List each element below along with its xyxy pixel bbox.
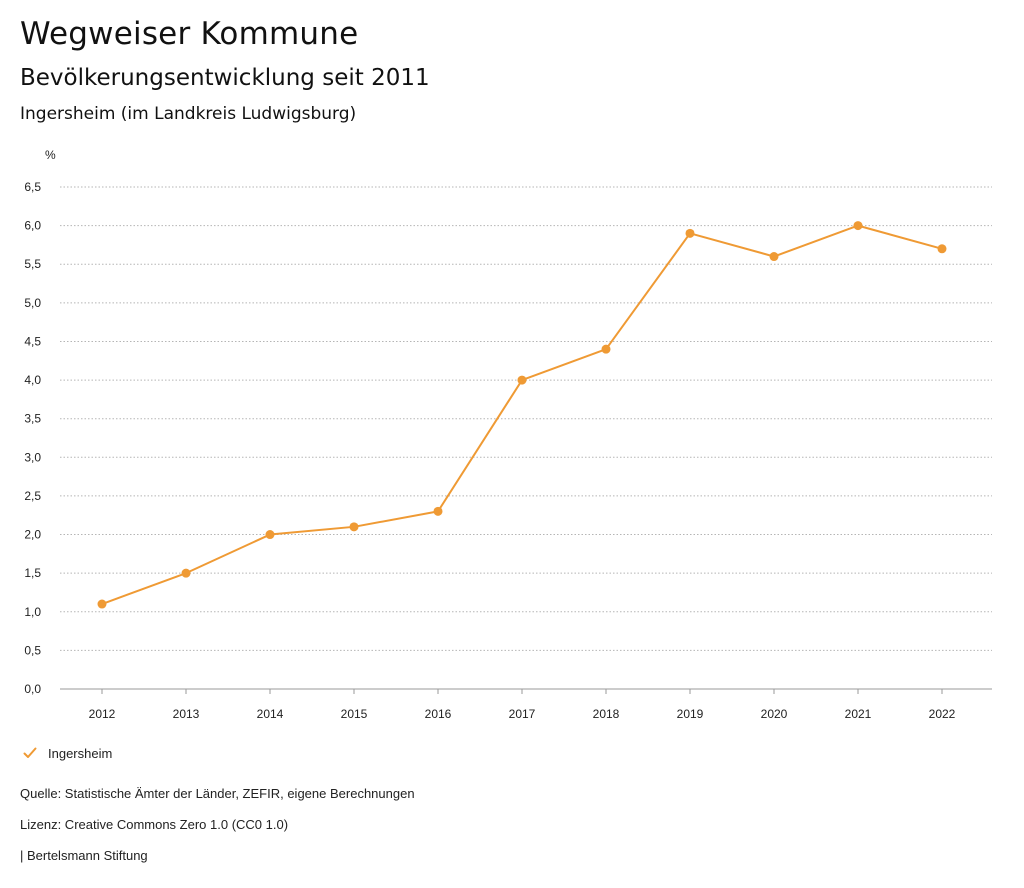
y-axis-unit-label: %	[45, 148, 56, 162]
data-point[interactable]	[265, 530, 275, 540]
x-tick-label: 2017	[509, 707, 536, 721]
region-label: Ingersheim (im Landkreis Ludwigsburg)	[20, 104, 357, 124]
y-tick-label: 1,0	[24, 605, 41, 619]
y-tick-label: 0,5	[24, 643, 41, 657]
y-tick-label: 3,5	[24, 412, 41, 426]
data-point[interactable]	[937, 244, 947, 254]
data-point[interactable]	[433, 506, 443, 516]
y-axis-ticks: 0,0 0,5 1,0 1,5 2,0 2,5 3,0 3,5 4,0 4,5 5,0 5,5 6,0 6…	[24, 180, 41, 696]
data-point[interactable]	[181, 568, 191, 578]
gridlines	[60, 186, 992, 690]
x-tick-label: 2013	[173, 707, 200, 721]
y-tick-label: 5,5	[24, 257, 41, 271]
x-tick-label: 2019	[677, 707, 704, 721]
x-tick-label: 2018	[593, 707, 620, 721]
y-tick-label: 4,0	[24, 373, 41, 387]
data-point[interactable]	[349, 522, 359, 532]
chart-subtitle: Bevölkerungsentwicklung seit 2011	[20, 65, 430, 91]
data-point[interactable]	[601, 344, 611, 354]
y-tick-label: 6,0	[24, 219, 41, 233]
x-tick-label: 2014	[257, 707, 284, 721]
x-tick-label: 2021	[845, 707, 872, 721]
license-note: Lizenz: Creative Commons Zero 1.0 (CC0 1…	[20, 817, 289, 832]
series-line-ingersheim	[101, 224, 943, 605]
y-tick-label: 2,5	[24, 489, 41, 503]
y-tick-label: 5,0	[24, 296, 41, 310]
data-point[interactable]	[517, 375, 527, 385]
x-tick-label: 2015	[341, 707, 368, 721]
publisher-note: | Bertelsmann Stiftung	[20, 848, 148, 863]
source-note: Quelle: Statistische Ämter der Länder, Z…	[20, 786, 415, 801]
y-tick-label: 2,0	[24, 528, 41, 542]
data-point[interactable]	[853, 221, 863, 231]
legend: Ingersheim	[22, 745, 112, 761]
y-tick-label: 1,5	[24, 566, 41, 580]
x-tick-label: 2012	[89, 707, 116, 721]
page-title: Wegweiser Kommune	[20, 16, 359, 52]
legend-label-ingersheim[interactable]: Ingersheim	[48, 745, 113, 761]
series-group	[97, 221, 947, 609]
check-icon[interactable]	[22, 745, 38, 761]
x-tick-label: 2022	[929, 707, 956, 721]
y-tick-label: 4,5	[24, 334, 41, 348]
y-tick-label: 0,0	[24, 682, 41, 696]
data-point[interactable]	[769, 252, 779, 262]
x-axis-ticks: 2012 2013 2014 2015 2016 2017 2018 2019 2020 2021…	[89, 689, 956, 721]
x-tick-label: 2016	[425, 707, 452, 721]
data-point[interactable]	[97, 599, 107, 609]
data-point[interactable]	[685, 228, 695, 238]
y-tick-label: 6,5	[24, 180, 41, 194]
x-tick-label: 2020	[761, 707, 788, 721]
y-tick-label: 3,0	[24, 450, 41, 464]
